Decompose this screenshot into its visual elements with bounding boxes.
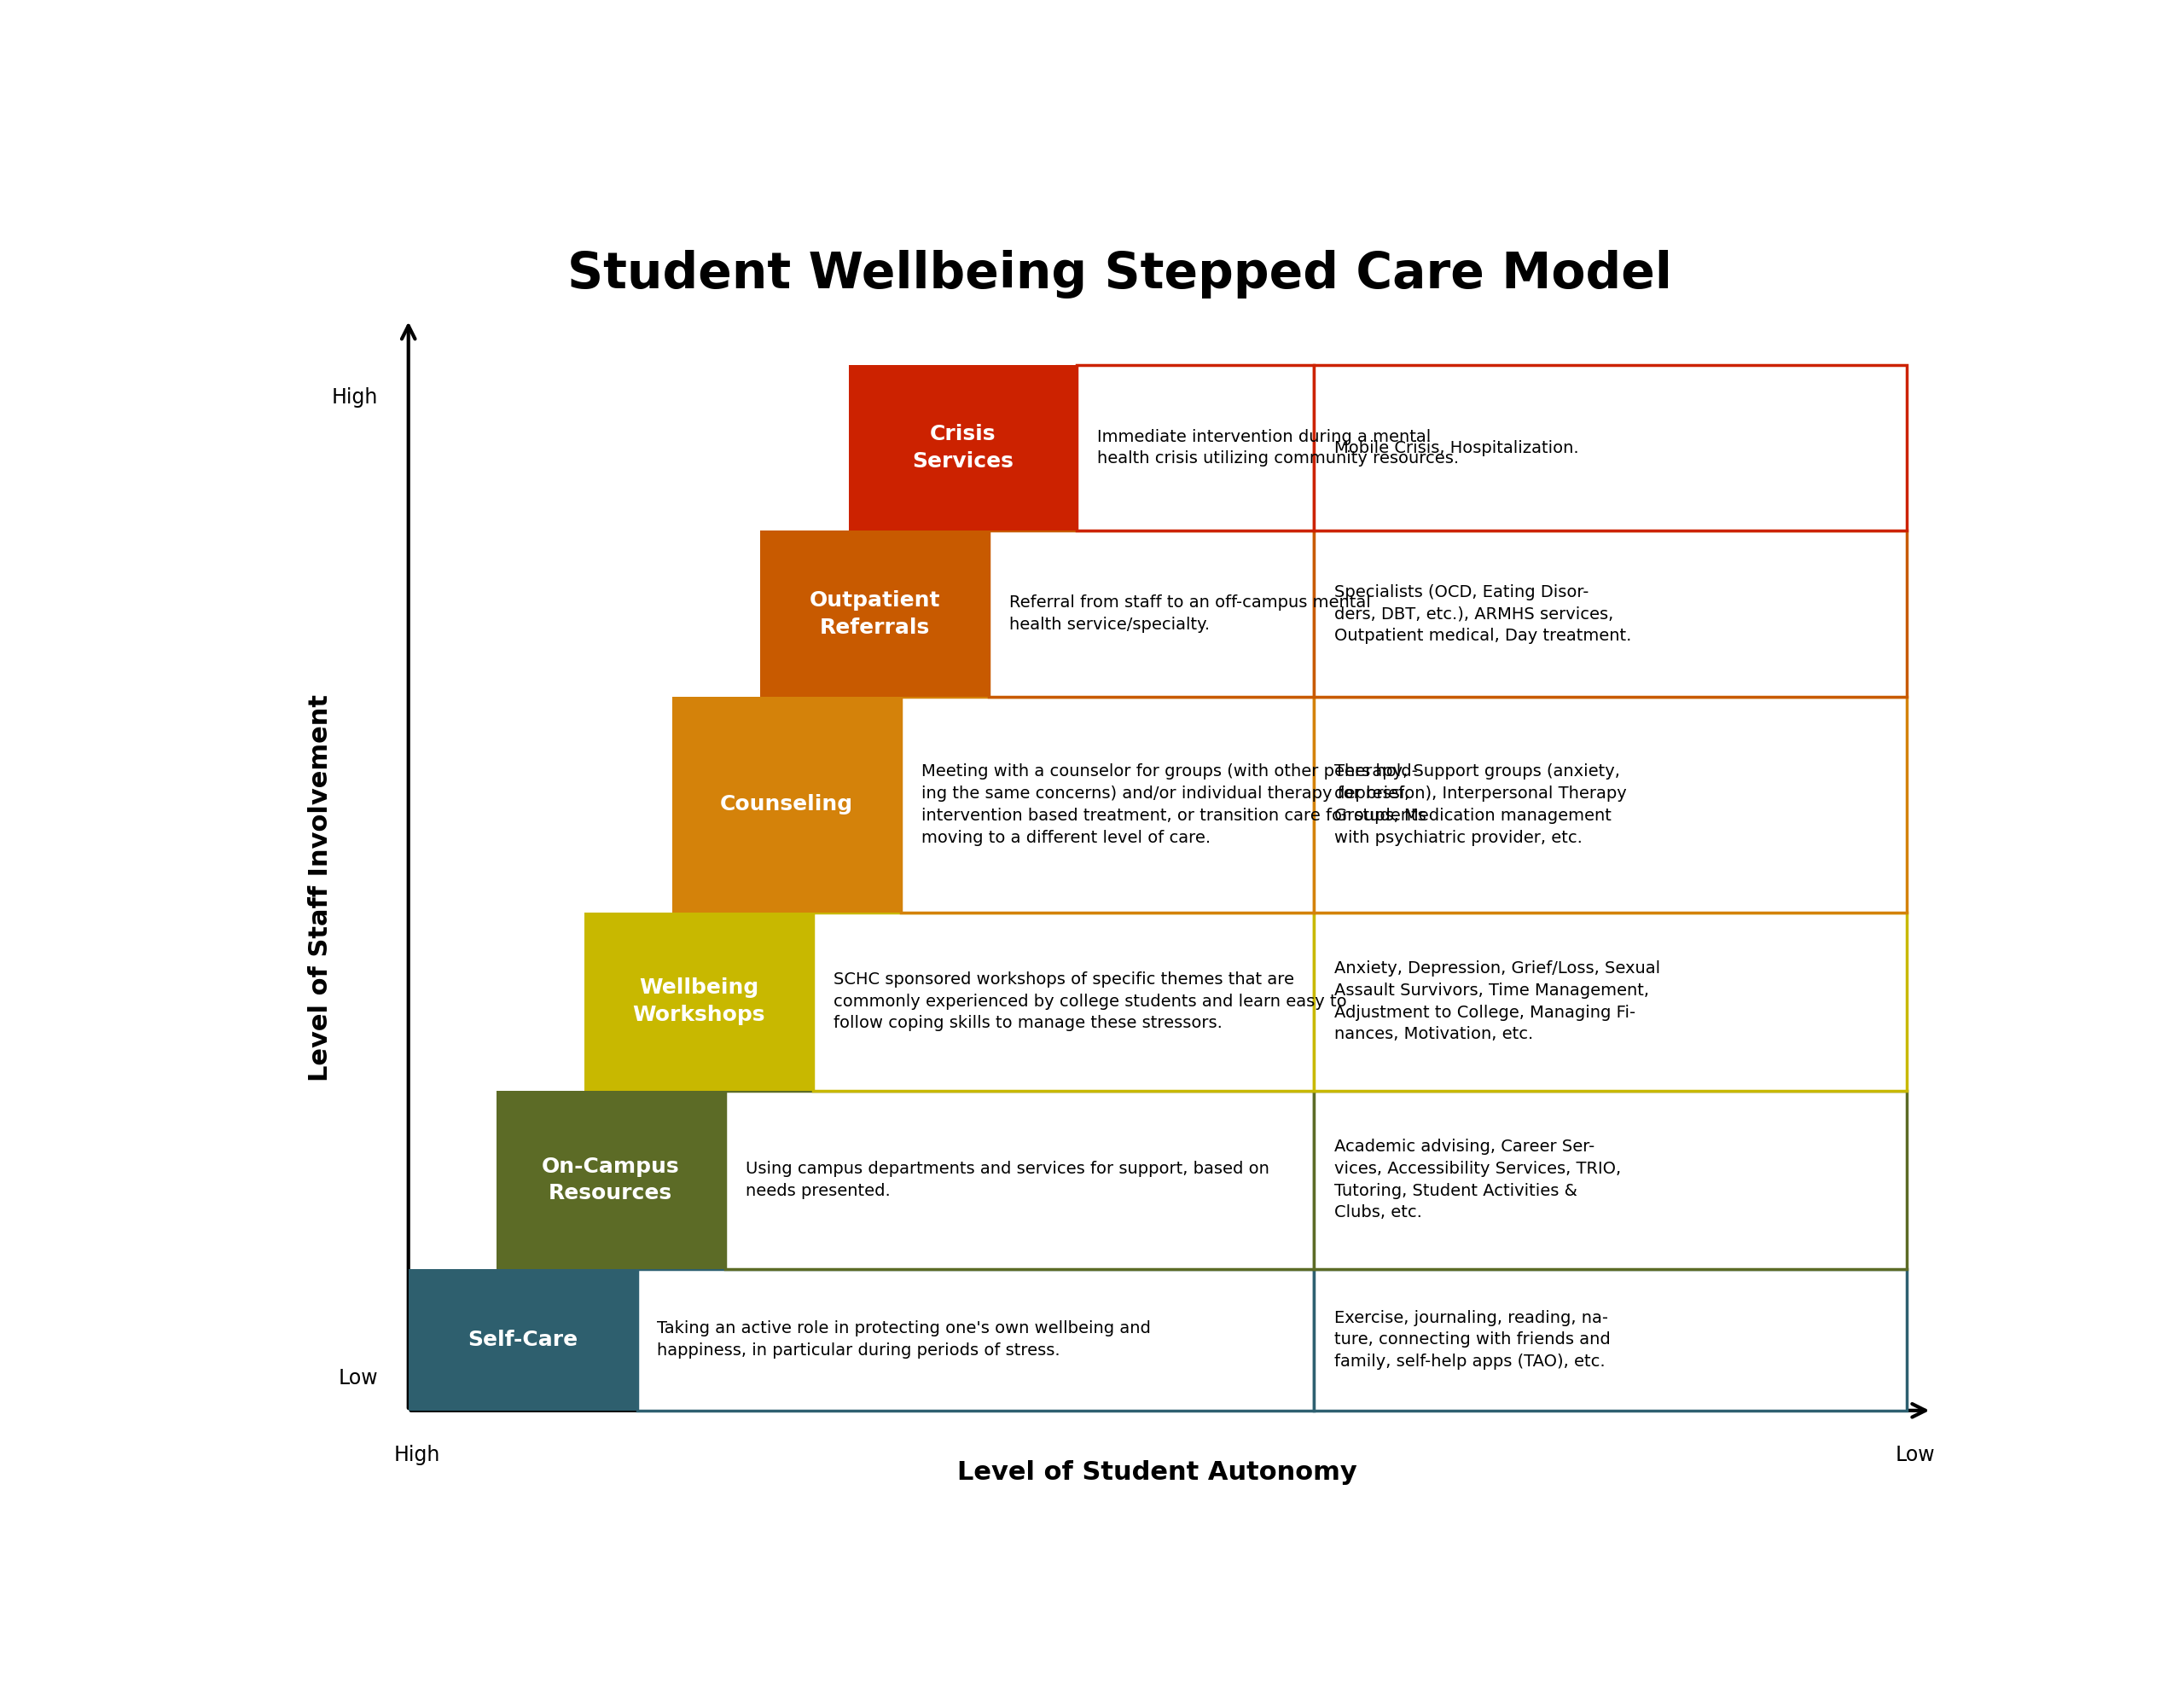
Text: Low: Low <box>339 1368 378 1388</box>
Bar <box>1315 1269 1907 1410</box>
Text: Wellbeing
Workshops: Wellbeing Workshops <box>633 978 764 1026</box>
Bar <box>585 913 812 1090</box>
Text: Academic advising, Career Ser-
vices, Accessibility Services, TRIO,
Tutoring, St: Academic advising, Career Ser- vices, Ac… <box>1334 1139 1621 1221</box>
Text: SCHC sponsored workshops of specific themes that are
commonly experienced by col: SCHC sponsored workshops of specific the… <box>834 972 1348 1031</box>
Text: High: High <box>393 1444 439 1464</box>
Bar <box>408 1269 638 1410</box>
Bar <box>1315 913 1907 1090</box>
Bar <box>902 697 1315 913</box>
Bar <box>1315 531 1907 697</box>
Text: Mobile Crisis, Hospitalization.: Mobile Crisis, Hospitalization. <box>1334 440 1579 455</box>
Text: Crisis
Services: Crisis Services <box>913 423 1013 472</box>
Text: Level of Staff Involvement: Level of Staff Involvement <box>308 693 332 1081</box>
Bar <box>850 364 1077 531</box>
Bar <box>989 531 1315 697</box>
Text: On-Campus
Resources: On-Campus Resources <box>542 1156 679 1203</box>
Text: Using campus departments and services for support, based on
needs presented.: Using campus departments and services fo… <box>745 1161 1269 1199</box>
Bar <box>638 1269 1315 1410</box>
Text: Immediate intervention during a mental
health crisis utilizing community resourc: Immediate intervention during a mental h… <box>1096 428 1459 467</box>
Text: Counseling: Counseling <box>721 795 854 815</box>
Bar <box>760 531 989 697</box>
Text: Self-Care: Self-Care <box>467 1329 579 1350</box>
Text: Meeting with a counselor for groups (with other peers hold-
ing the same concern: Meeting with a counselor for groups (wit… <box>922 764 1426 845</box>
Text: High: High <box>332 386 378 408</box>
Bar <box>673 697 902 913</box>
Bar <box>496 1090 725 1269</box>
Bar <box>1315 364 1907 531</box>
Bar <box>1315 1090 1907 1269</box>
Bar <box>1077 364 1315 531</box>
Text: Level of Student Autonomy: Level of Student Autonomy <box>957 1461 1356 1485</box>
Bar <box>1315 697 1907 913</box>
Text: Low: Low <box>1896 1444 1935 1464</box>
Bar <box>812 913 1315 1090</box>
Text: Specialists (OCD, Eating Disor-
ders, DBT, etc.), ARMHS services,
Outpatient med: Specialists (OCD, Eating Disor- ders, DB… <box>1334 584 1631 644</box>
Text: Therapy, Support groups (anxiety,
depression), Interpersonal Therapy
Groups, Med: Therapy, Support groups (anxiety, depres… <box>1334 764 1627 845</box>
Text: Outpatient
Referrals: Outpatient Referrals <box>810 590 939 638</box>
Text: Student Wellbeing Stepped Care Model: Student Wellbeing Stepped Care Model <box>568 250 1671 299</box>
Text: Exercise, journaling, reading, na-
ture, connecting with friends and
family, sel: Exercise, journaling, reading, na- ture,… <box>1334 1309 1610 1370</box>
Text: Anxiety, Depression, Grief/Loss, Sexual
Assault Survivors, Time Management,
Adju: Anxiety, Depression, Grief/Loss, Sexual … <box>1334 960 1660 1043</box>
Text: Referral from staff to an off-campus mental
health service/specialty.: Referral from staff to an off-campus men… <box>1009 596 1372 633</box>
Text: Taking an active role in protecting one's own wellbeing and
happiness, in partic: Taking an active role in protecting one'… <box>657 1321 1151 1358</box>
Bar <box>725 1090 1315 1269</box>
